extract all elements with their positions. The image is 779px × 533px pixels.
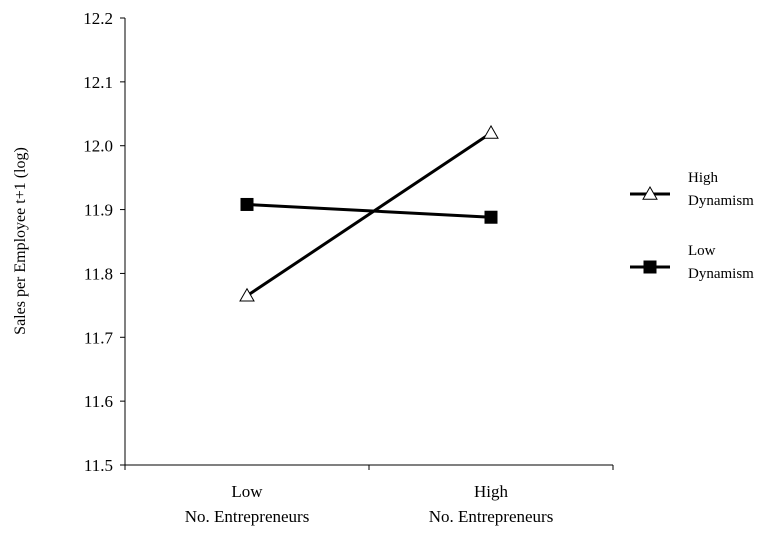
data-point <box>240 197 254 211</box>
y-ticks: 11.5 11.6 11.7 11.8 11.9 12.0 12.1 12.2 <box>83 9 125 475</box>
series-high-dynamism <box>239 124 499 302</box>
x-category-label-line: High <box>474 482 509 501</box>
legend-label: High Dynamism <box>688 170 754 209</box>
legend-label-line: Dynamism <box>688 193 754 209</box>
legend: High Dynamism Low Dynamism <box>630 170 754 282</box>
data-point <box>484 210 498 224</box>
legend-label-line: Dynamism <box>688 266 754 282</box>
y-tick-label: 12.1 <box>83 73 113 92</box>
legend-label-line: Low <box>688 243 716 259</box>
series-low-dynamism <box>240 197 498 224</box>
legend-label: Low Dynamism <box>688 243 754 282</box>
series-line <box>246 131 492 298</box>
series-layer <box>239 124 499 302</box>
y-tick-label: 11.5 <box>84 456 113 475</box>
legend-marker <box>642 185 658 200</box>
y-tick-label: 12.0 <box>83 137 113 156</box>
legend-label-line: High <box>688 170 719 186</box>
x-ticks: Low No. Entrepreneurs High No. Entrepreneur… <box>124 465 614 526</box>
x-category-label-line: Low <box>231 482 263 501</box>
data-point <box>239 287 255 302</box>
series-line <box>246 202 492 219</box>
y-tick-label: 12.2 <box>83 9 113 28</box>
y-axis-label: Sales per Employee t+1 (log) <box>12 147 29 335</box>
data-point <box>483 124 499 139</box>
legend-item: High Dynamism <box>630 170 754 209</box>
x-category-label-line: No. Entrepreneurs <box>185 507 310 526</box>
x-category-label: High No. Entrepreneurs <box>429 482 554 526</box>
y-tick-label: 11.6 <box>84 392 113 411</box>
legend-item: Low Dynamism <box>630 243 754 282</box>
y-tick-label: 11.9 <box>84 201 113 220</box>
y-tick-label: 11.8 <box>84 264 113 283</box>
x-category-label: Low No. Entrepreneurs <box>185 482 310 526</box>
y-tick-label: 11.7 <box>84 328 114 347</box>
legend-marker <box>643 260 657 274</box>
x-category-label-line: No. Entrepreneurs <box>429 507 554 526</box>
